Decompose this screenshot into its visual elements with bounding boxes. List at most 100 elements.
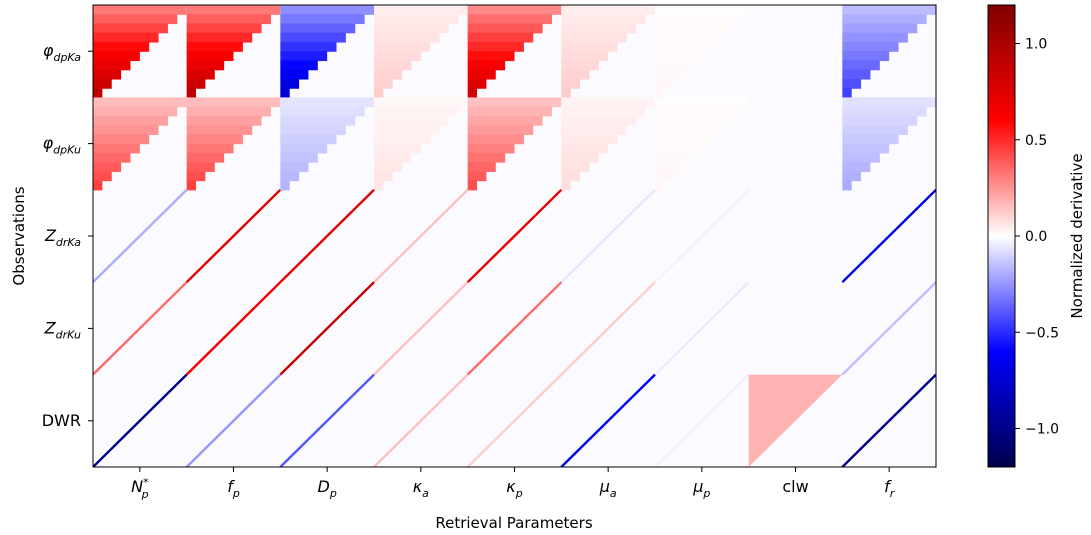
heatmap-cell-band: [374, 134, 430, 144]
heatmap-cell-band: [655, 116, 730, 126]
heatmap-cell-band: [561, 60, 598, 70]
y-axis-ticks: φdpKaφdpKuZdrKaZdrKuDWR: [42, 41, 93, 430]
heatmap-cell-band: [468, 134, 524, 144]
heatmap-cell-band: [93, 79, 112, 89]
heatmap-cell-band: [561, 153, 598, 163]
heatmap-cell-band: [93, 14, 177, 24]
heatmap-cell-band: [280, 79, 299, 89]
heatmap-cell-band: [187, 134, 243, 144]
heatmap-cell-band: [842, 97, 936, 107]
heatmap-cell-band: [468, 171, 487, 181]
heatmap-cell-band: [187, 144, 234, 154]
heatmap-cell-band: [468, 125, 534, 135]
heatmap-cell-band: [655, 23, 730, 33]
heatmap-cell-band: [374, 171, 393, 181]
heatmap-cell-band: [280, 60, 317, 70]
heatmap-cell-band: [842, 70, 870, 80]
heatmap-cell-band: [187, 97, 281, 107]
heatmap-cell-band: [374, 144, 421, 154]
heatmap-cell-band: [561, 33, 627, 43]
heatmap-cell-band: [280, 33, 346, 43]
heatmap-cell-band: [842, 5, 936, 15]
heatmap-cell-band: [187, 116, 262, 126]
heatmap-cell-band: [655, 51, 702, 61]
heatmap-cell-band: [374, 60, 411, 70]
heatmap-cell-band: [93, 116, 168, 126]
heatmap-cell-band: [561, 125, 627, 135]
heatmap-cell-band: [468, 23, 543, 33]
heatmap-cell-band: [561, 162, 589, 172]
heatmap-cell-band: [468, 144, 515, 154]
heatmap-cell-band: [655, 144, 702, 154]
heatmap-cell-band: [842, 125, 908, 135]
heatmap-cell-band: [374, 5, 468, 15]
heatmap-cell-band: [655, 79, 674, 89]
heatmap-cell-band: [842, 162, 870, 172]
heatmap-cell-band: [468, 97, 562, 107]
colorbar-tick-label: −0.5: [1025, 325, 1059, 341]
heatmap-cell-band: [655, 125, 721, 135]
heatmap-cell-band: [280, 14, 364, 24]
heatmap-cell-band: [187, 5, 281, 15]
heatmap-cell-band: [468, 88, 477, 98]
x-tick-label: μa: [599, 477, 617, 500]
heatmap-cell-band: [187, 181, 196, 191]
heatmap-cell-band: [468, 162, 496, 172]
heatmap-cell-band: [187, 107, 271, 117]
x-tick-label: κa: [413, 477, 429, 500]
heatmap-cell-band: [561, 116, 636, 126]
x-tick-label: μp: [692, 477, 710, 500]
heatmap-cell-band: [280, 181, 289, 191]
heatmap-cell-band: [187, 33, 253, 43]
heatmap-cell-band: [561, 97, 655, 107]
heatmap-cell-band: [468, 33, 534, 43]
heatmap-cell-band: [468, 51, 515, 61]
heatmap-cell-band: [468, 14, 552, 24]
x-tick-label: Dp: [318, 477, 337, 500]
heatmap-cell-band: [280, 144, 327, 154]
heatmap-cell-band: [280, 107, 364, 117]
heatmap-cell-band: [561, 14, 645, 24]
heatmap-cell-band: [842, 144, 889, 154]
colorbar-ticks: 1.00.50.0−0.5−1.0: [1015, 37, 1059, 438]
heatmap-cell-band: [842, 171, 861, 181]
heatmap-cell-band: [93, 134, 149, 144]
heatmap-cell-band: [280, 153, 317, 163]
heatmap-cell-band: [561, 42, 617, 52]
heatmap-cell-band: [93, 107, 177, 117]
heatmap-cell-band: [842, 134, 898, 144]
heatmap-cell-band: [280, 88, 289, 98]
heatmap-cell-band: [280, 162, 308, 172]
heatmap-cell-band: [187, 23, 262, 33]
x-axis-title: Retrieval Parameters: [435, 514, 592, 532]
heatmap-cell-band: [93, 97, 187, 107]
heatmap-cell-band: [842, 116, 917, 126]
heatmap-cell-band: [93, 51, 140, 61]
heatmap-cell-band: [655, 14, 739, 24]
heatmap-cell-band: [561, 23, 636, 33]
heatmap-cell-band: [93, 5, 187, 15]
heatmap-cell-band: [655, 171, 674, 181]
heatmap-cell-band: [93, 60, 130, 70]
heatmap-cell-band: [655, 33, 721, 43]
heatmap-cell-band: [187, 171, 206, 181]
heatmap-cell-band: [93, 171, 112, 181]
colorbar-tick-label: 1.0: [1025, 37, 1047, 53]
heatmap-cell-band: [842, 42, 898, 52]
x-tick-label: clw: [782, 477, 808, 496]
heatmap-cell-band: [93, 70, 121, 80]
y-tick-label: ZdrKu: [44, 318, 81, 341]
heatmap-cell-band: [842, 51, 889, 61]
y-tick-label: ZdrKa: [44, 226, 81, 249]
heatmap-cell-band: [842, 23, 917, 33]
heatmap-cell-band: [280, 42, 336, 52]
heatmap-cell-band: [655, 97, 749, 107]
heatmap-cell-band: [93, 153, 130, 163]
heatmap-cell-band: [468, 70, 496, 80]
heatmap-cell-band: [187, 162, 215, 172]
heatmap-cell-band: [187, 42, 243, 52]
heatmap-cell-band: [655, 107, 739, 117]
heatmap-cell-band: [655, 181, 664, 191]
heatmap-cell-band: [655, 60, 692, 70]
heatmap-cell-band: [187, 88, 196, 98]
